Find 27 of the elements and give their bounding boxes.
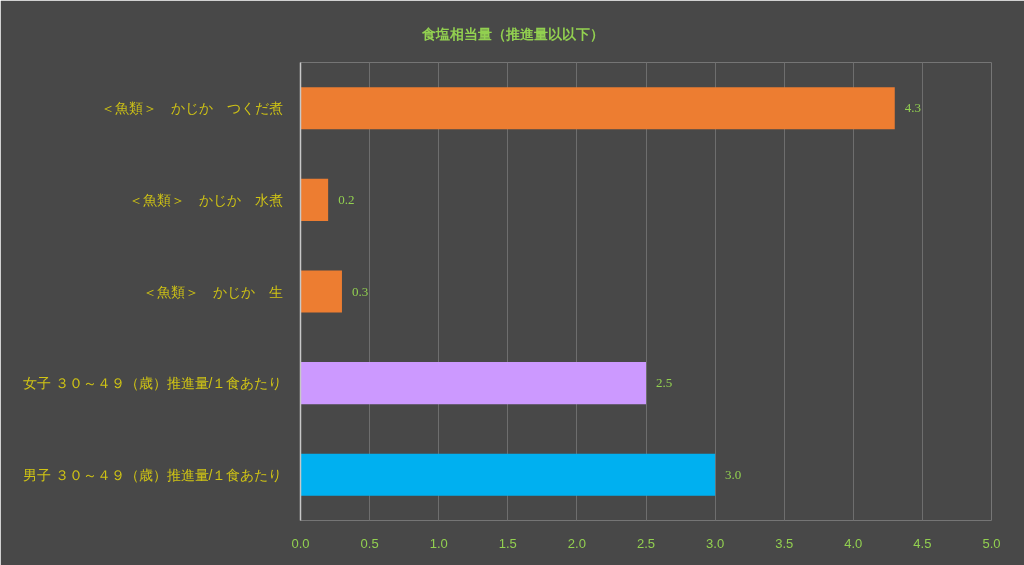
bar — [300, 178, 329, 221]
x-tick-label: 0.0 — [291, 535, 310, 551]
data-label: 0.2 — [338, 191, 355, 207]
x-tick-label: 4.5 — [913, 535, 932, 551]
x-tick-label: 3.0 — [706, 535, 725, 551]
y-tick-label: 男子 ３０～４９（歳）推進量/１食あたり — [22, 466, 283, 483]
y-tick-label: ＜魚類＞ かじか 生 — [142, 283, 283, 300]
y-tick-label: ＜魚類＞ かじか つくだ煮 — [100, 100, 283, 117]
data-label: 3.0 — [725, 466, 742, 482]
x-tick-label: 1.0 — [429, 535, 448, 551]
x-tick-label: 4.0 — [844, 535, 863, 551]
y-tick-label: ＜魚類＞ かじか 水煮 — [128, 191, 283, 208]
bar — [300, 270, 342, 313]
chart-title: 食塩相当量（推進量以以下） — [420, 25, 604, 42]
data-label: 4.3 — [904, 100, 922, 116]
bar — [300, 362, 646, 405]
y-tick-label: 女子 ３０～４９（歳）推進量/１食あたり — [22, 375, 283, 392]
data-label: 2.5 — [656, 375, 673, 391]
data-label: 0.3 — [351, 283, 369, 299]
x-tick-label: 2.0 — [567, 535, 586, 551]
x-tick-label: 2.5 — [636, 535, 656, 551]
x-tick-label: 1.5 — [498, 535, 517, 551]
bar — [300, 87, 895, 130]
x-tick-label: 0.5 — [360, 535, 379, 551]
x-tick-label: 5.0 — [982, 535, 1001, 551]
x-tick-label: 3.5 — [775, 535, 794, 551]
bar — [300, 453, 716, 496]
